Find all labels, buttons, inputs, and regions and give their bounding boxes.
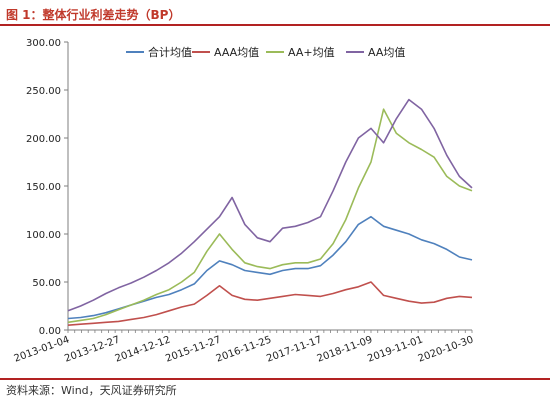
y-tick-label: 0.00 (39, 326, 61, 337)
x-tick-label: 2017-11-17 (265, 334, 323, 364)
series-line-aa (67, 98, 473, 312)
series-line-hj (67, 215, 473, 320)
source-note: 资料来源：Wind，天风证券研究所 (6, 384, 177, 397)
x-tick-label: 2020-10-30 (417, 334, 475, 364)
legend-label: AA+均值 (288, 46, 335, 59)
x-tick-label: 2013-01-04 (13, 334, 71, 364)
y-tick-label: 250.00 (26, 86, 61, 97)
y-tick-label: 200.00 (26, 134, 61, 145)
x-tick-label: 2016-11-25 (215, 334, 273, 364)
series-line-aaa (67, 281, 473, 326)
y-tick-label: 150.00 (26, 182, 61, 193)
figure-title: 图 1：整体行业利差走势（BP） (6, 8, 181, 22)
x-tick-label: 2015-11-27 (164, 334, 222, 364)
legend-label: AAA均值 (214, 46, 259, 59)
x-tick-label: 2019-11-01 (366, 334, 424, 364)
y-tick-label: 50.00 (32, 278, 61, 289)
source-rule (0, 378, 550, 380)
x-tick-label: 2013-12-27 (63, 334, 121, 364)
x-tick-label: 2018-11-09 (316, 334, 374, 364)
line-chart: 0.00 50.00 100.00 150.00 200.00 250.00 300.00 2… (13, 38, 475, 365)
chart-legend: 合计均值 AAA均值 AA+均值 AA均值 (126, 45, 405, 59)
series-line-aaplus (67, 108, 473, 324)
y-tick-label: 300.00 (26, 38, 61, 49)
legend-label: AA均值 (368, 46, 405, 59)
series-layer (67, 98, 473, 326)
x-tick-label: 2014-12-12 (114, 334, 172, 364)
chart-axes: 0.00 50.00 100.00 150.00 200.00 250.00 300.00 2… (13, 38, 475, 365)
y-tick-label: 100.00 (26, 230, 61, 241)
title-rule (0, 24, 550, 26)
legend-label: 合计均值 (148, 45, 192, 59)
